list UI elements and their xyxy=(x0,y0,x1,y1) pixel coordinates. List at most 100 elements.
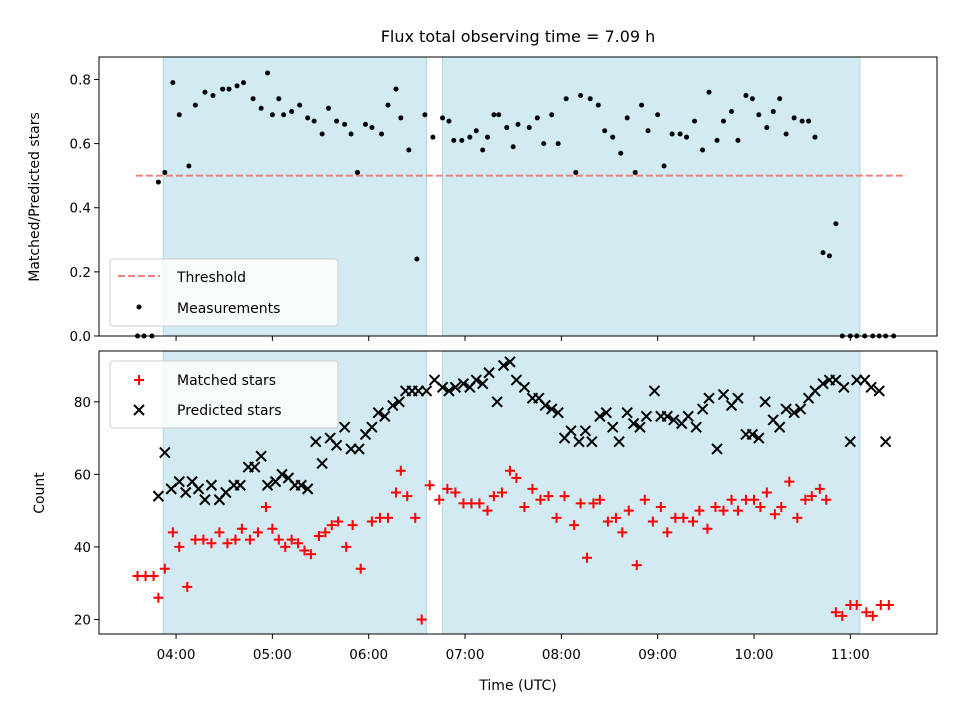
predicted-star-point xyxy=(717,388,730,401)
predicted-star-point xyxy=(301,483,314,495)
matched-star-point xyxy=(883,599,894,610)
measurement-point xyxy=(777,96,783,102)
predicted-star-point xyxy=(249,461,261,473)
matched-star-point xyxy=(206,538,217,549)
predicted-star-point xyxy=(316,457,328,470)
top-panel-legend: Threshold Measurements xyxy=(109,258,339,327)
measurement-point xyxy=(610,134,616,140)
measurement-point xyxy=(515,121,521,127)
matched-star-point xyxy=(244,534,255,545)
predicted-star-point xyxy=(600,406,613,419)
predicted-star-point xyxy=(844,435,857,448)
predicted-star-point xyxy=(621,406,633,419)
bottom-panel-y-axis: 20 40 60 80 xyxy=(74,395,99,628)
predicted-star-point xyxy=(372,406,385,419)
predicted-star-point xyxy=(234,479,246,491)
y-tick-label: 80 xyxy=(74,395,91,411)
predicted-star-point xyxy=(443,385,455,397)
measurement-point xyxy=(414,256,420,262)
matched-star-point xyxy=(299,545,310,556)
predicted-star-point xyxy=(476,377,489,390)
shaded-interval xyxy=(442,56,861,337)
measurement-point xyxy=(289,109,295,115)
x-tick-label: 05:00 xyxy=(253,647,292,663)
matched-star-point xyxy=(776,502,787,513)
measurement-point xyxy=(833,221,839,227)
measurement-point xyxy=(342,121,348,127)
top-panel-y-axis: 0.0 0.2 0.4 0.6 0.8 xyxy=(70,72,99,345)
predicted-star-point xyxy=(794,403,807,415)
y-tick-label: 0.6 xyxy=(70,137,91,153)
matched-star-point xyxy=(416,614,427,625)
matched-star-point xyxy=(582,552,593,563)
x-tick-label: 11:00 xyxy=(831,647,870,663)
matched-star-point xyxy=(602,516,613,527)
predicted-star-point xyxy=(573,435,585,448)
predicted-star-point xyxy=(295,479,307,491)
measurement-point xyxy=(770,109,776,115)
measurement-point xyxy=(602,128,608,134)
predicted-star-point xyxy=(759,396,771,408)
predicted-star-point xyxy=(607,421,619,433)
matched-star-point xyxy=(732,505,743,516)
measurement-point xyxy=(202,89,208,95)
matched-star-point xyxy=(260,502,271,513)
top-panel-shaded-regions xyxy=(162,56,861,337)
measurement-point xyxy=(549,112,555,118)
predicted-star-point xyxy=(640,410,653,423)
measurement-point xyxy=(729,109,735,115)
matched-star-point xyxy=(214,527,225,538)
matched-star-point xyxy=(792,512,803,523)
matched-star-point xyxy=(784,476,795,487)
matched-star-point xyxy=(198,534,209,545)
measurement-point xyxy=(714,137,720,143)
predicted-star-point xyxy=(661,410,674,423)
measurement-point xyxy=(806,118,812,124)
matched-star-point xyxy=(424,480,435,491)
predicted-star-point xyxy=(817,377,829,390)
measurement-point xyxy=(684,134,690,140)
measurement-point xyxy=(677,131,683,137)
measurement-point xyxy=(700,147,706,153)
predicted-star-point xyxy=(353,443,365,455)
measurement-point xyxy=(812,134,818,140)
measurement-point xyxy=(480,147,486,153)
predicted-star-point xyxy=(483,367,495,379)
matched-star-point xyxy=(174,541,185,552)
measurement-point xyxy=(624,115,630,121)
y-tick-label: 0.0 xyxy=(70,329,91,345)
matched-star-point xyxy=(527,483,538,494)
measurement-point xyxy=(749,96,755,102)
measurement-point xyxy=(170,80,176,86)
measurement-point xyxy=(541,141,547,147)
measurement-point xyxy=(669,131,675,137)
measurement-point xyxy=(595,102,601,108)
measurement-point xyxy=(226,86,232,92)
x-tick-label: 07:00 xyxy=(446,647,485,663)
legend-matched-swatch xyxy=(134,375,144,385)
matched-star-point xyxy=(355,563,366,574)
predicted-star-point xyxy=(393,396,405,408)
measurement-point xyxy=(334,118,340,124)
matched-star-point xyxy=(326,520,337,531)
matched-stars-points xyxy=(132,465,894,625)
matched-star-point xyxy=(647,516,658,527)
predicted-star-point xyxy=(310,435,322,448)
measurement-point xyxy=(305,115,311,121)
top-panel-frame xyxy=(98,56,938,337)
measurement-point xyxy=(720,118,726,124)
matched-star-point xyxy=(610,512,621,523)
measurement-point xyxy=(735,137,741,143)
matched-star-point xyxy=(488,491,499,502)
bottom-panel-x-axis: 04:00 05:00 06:00 07:00 08:00 09:00 10:00 11:00 xyxy=(157,634,870,663)
legend-matched-label: Matched stars xyxy=(177,373,276,389)
predicted-star-point xyxy=(255,450,267,462)
bottom-legend-box xyxy=(109,360,339,429)
predicted-star-point xyxy=(865,381,877,393)
measurement-point xyxy=(820,250,826,256)
matched-star-point xyxy=(434,494,445,505)
measurement-point xyxy=(467,134,473,140)
x-tick-label: 06:00 xyxy=(349,647,388,663)
matched-star-point xyxy=(273,534,284,545)
